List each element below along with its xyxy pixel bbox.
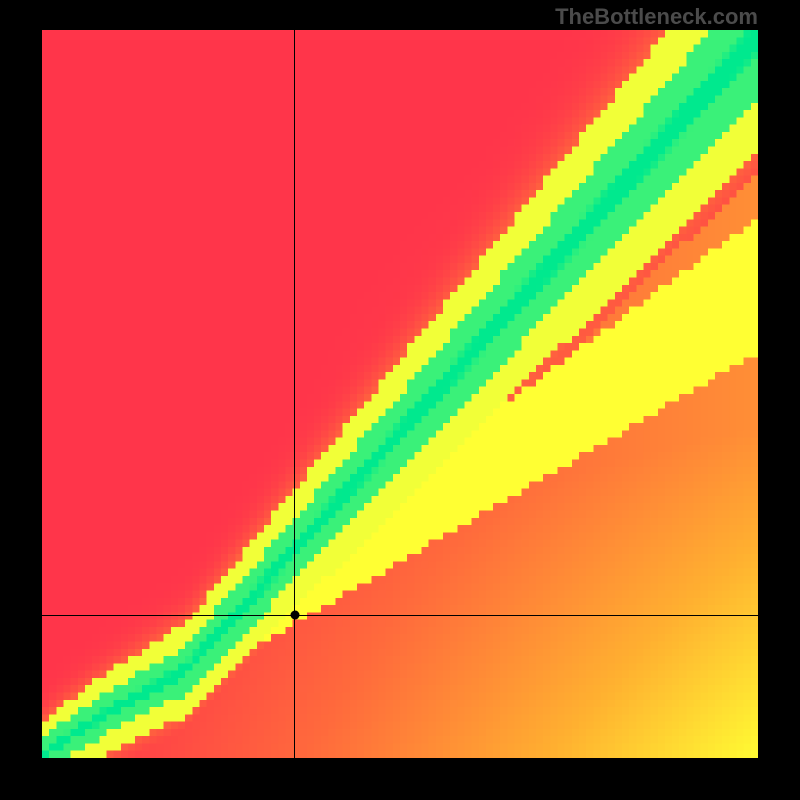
crosshair-vertical xyxy=(294,30,295,758)
crosshair-horizontal xyxy=(42,615,758,616)
chart-container: TheBottleneck.com xyxy=(0,0,800,800)
heatmap-canvas xyxy=(42,30,758,758)
marker-dot xyxy=(290,611,299,620)
watermark-text: TheBottleneck.com xyxy=(555,4,758,30)
